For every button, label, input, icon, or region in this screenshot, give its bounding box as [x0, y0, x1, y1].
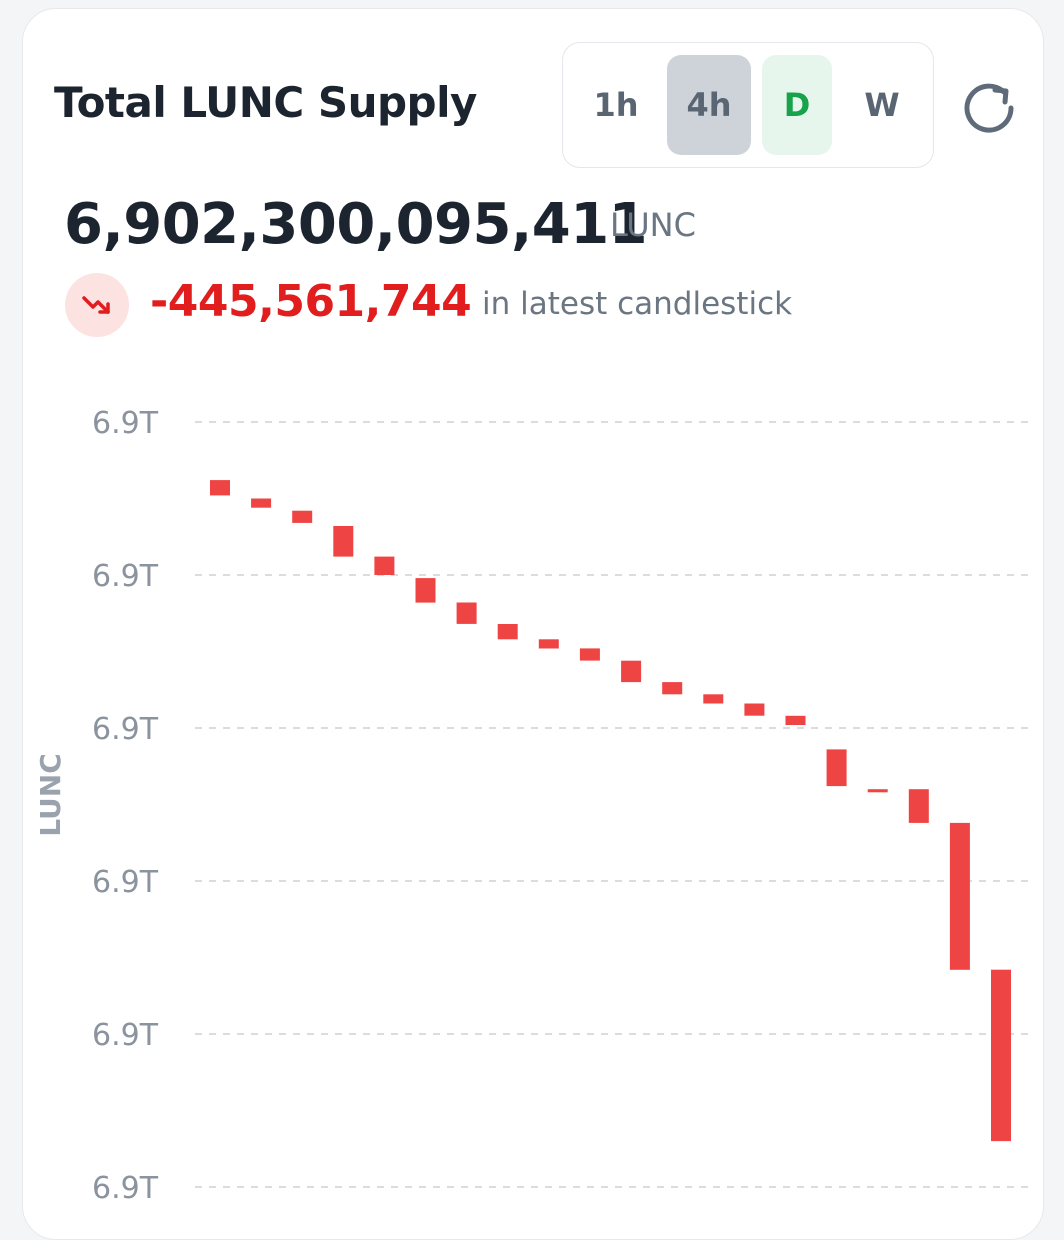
refresh-icon — [964, 83, 1014, 133]
candle[interactable] — [744, 703, 765, 716]
candle[interactable] — [826, 749, 847, 787]
trend-down-icon — [65, 273, 129, 337]
supply-change-caption: in latest candlestick — [482, 286, 793, 322]
timeframe-4h-button[interactable]: 4h — [667, 55, 751, 155]
candle[interactable] — [703, 694, 724, 704]
candle[interactable] — [949, 822, 970, 970]
y-tick-label: 6.9T — [92, 1171, 159, 1200]
candle[interactable] — [210, 480, 230, 496]
candle[interactable] — [251, 498, 272, 508]
candle[interactable] — [785, 715, 806, 725]
candle[interactable] — [538, 639, 559, 649]
page-title: Total LUNC Supply — [54, 78, 477, 127]
y-tick-label: 6.9T — [92, 1018, 159, 1053]
candle[interactable] — [579, 648, 600, 661]
supply-unit: LUNC — [610, 206, 696, 244]
candle[interactable] — [374, 556, 395, 575]
y-tick-label: 6.9T — [92, 712, 159, 747]
candle[interactable] — [497, 624, 518, 640]
candle[interactable] — [415, 578, 436, 603]
timeframe-w-button[interactable]: W — [864, 86, 900, 124]
candle[interactable] — [991, 969, 1011, 1142]
candle[interactable] — [867, 789, 888, 793]
supply-change-value: -445,561,744 — [150, 276, 472, 327]
total-supply-value: 6,902,300,095,411 — [64, 192, 648, 257]
y-axis-label: LUNC — [34, 753, 67, 837]
timeframe-d-button[interactable]: D — [762, 55, 832, 155]
candle[interactable] — [456, 602, 477, 624]
candle[interactable] — [621, 660, 642, 683]
y-tick-label: 6.9T — [92, 559, 159, 594]
candle[interactable] — [333, 526, 354, 557]
timeframe-selector: 1h 4h D W — [562, 42, 934, 168]
y-tick-label: 6.9T — [92, 406, 159, 441]
candlestick-chart: 6.9T 6.9T 6.9T 6.9T 6.9T 6.9T LUNC — [34, 406, 1028, 1200]
candle[interactable] — [292, 510, 313, 523]
candle[interactable] — [662, 682, 683, 695]
timeframe-1h-button[interactable]: 1h — [593, 86, 639, 124]
y-tick-label: 6.9T — [92, 865, 159, 900]
candle[interactable] — [908, 789, 929, 823]
refresh-button[interactable] — [960, 78, 1018, 136]
